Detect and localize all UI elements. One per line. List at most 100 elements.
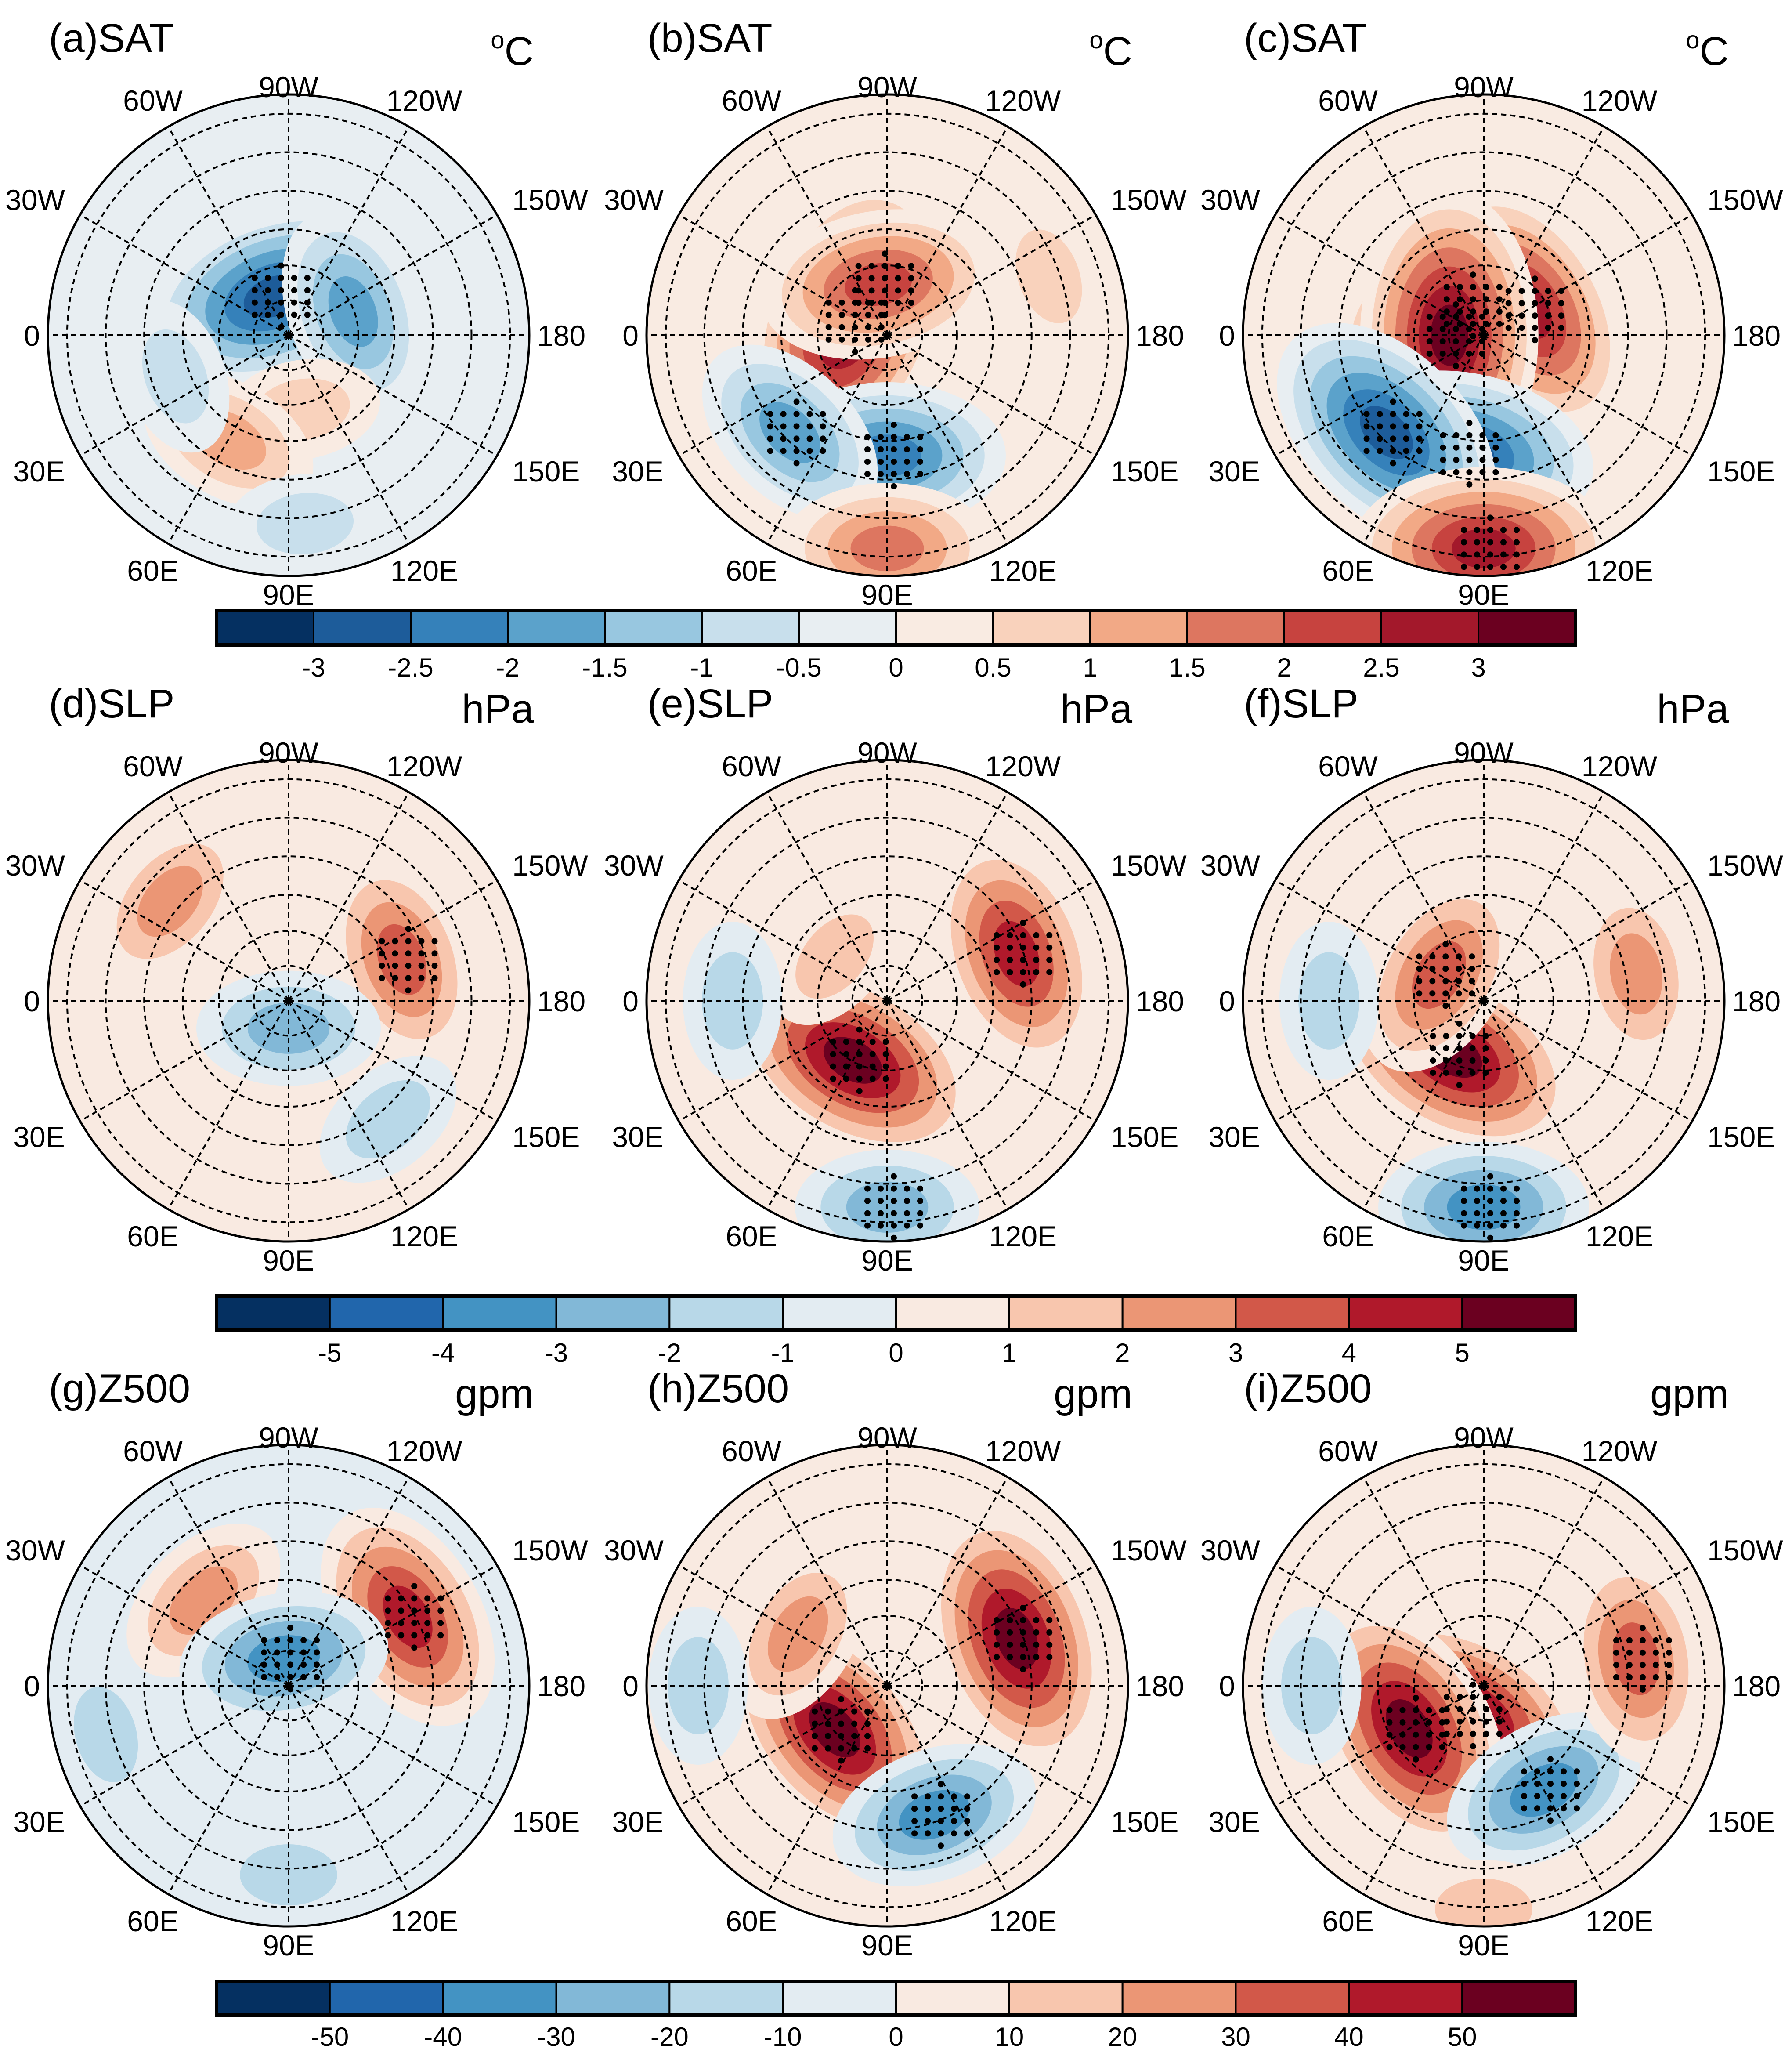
- latitude-circle-50: [143, 855, 434, 1146]
- colorbar-swatch: [668, 1980, 784, 2016]
- stipple-dot: [418, 975, 425, 981]
- stipple-dot: [1363, 435, 1370, 442]
- stipple-dot: [878, 434, 884, 440]
- longitude-label: 60E: [726, 1220, 777, 1252]
- latitude-circle-40: [105, 817, 473, 1185]
- stipple-dot: [1363, 411, 1370, 417]
- stipple-dot: [1466, 338, 1472, 344]
- stipple-dot: [264, 275, 271, 281]
- stipple-dot: [830, 1051, 836, 1057]
- meridian-line: [79, 1000, 289, 1122]
- colorbar-tick-label: 0: [889, 2022, 903, 2052]
- stipple-dot: [300, 1637, 307, 1643]
- stipple-dot: [825, 336, 832, 343]
- stipple-dot: [385, 1595, 391, 1602]
- stipple-dot: [856, 1026, 863, 1033]
- stipple-dot: [1518, 312, 1525, 319]
- stipple-dot: [1545, 300, 1551, 307]
- stipple-dot: [1487, 539, 1493, 546]
- stipple-dot: [300, 1661, 307, 1668]
- stipple-dot: [1639, 1625, 1646, 1631]
- stipple-dot: [793, 448, 800, 454]
- colorbar-tick-label: 20: [1108, 2022, 1137, 2052]
- stipple-dot: [1613, 1674, 1619, 1680]
- anomaly-contour: [377, 924, 426, 995]
- stipple-dot: [1413, 1744, 1419, 1750]
- map-panel-e: 90W 60W 120W 30W 150W 0 180 30E 150E 60E 120E 90E (e…: [604, 681, 1187, 1277]
- stipple-dot: [1426, 326, 1433, 332]
- stipple-dot: [1452, 301, 1459, 308]
- significance-stippling: [812, 1604, 1053, 1849]
- stipple-dot: [1443, 321, 1450, 327]
- longitude-label: 120W: [387, 750, 462, 782]
- stipple-dot: [1487, 564, 1493, 570]
- stipple-dot: [1377, 435, 1383, 442]
- stipple-dot: [1483, 321, 1489, 327]
- colorbar-tick-label: -3: [545, 1338, 568, 1368]
- stipple-dot: [261, 1637, 267, 1643]
- stipple-dot: [411, 1620, 418, 1626]
- stipple-dot: [780, 411, 787, 417]
- longitude-label: 120W: [1582, 750, 1658, 782]
- meridian-line: [288, 1477, 410, 1686]
- latitude-circle-80: [253, 965, 325, 1037]
- longitude-label: 60W: [1318, 1435, 1378, 1467]
- stipple-dot: [1440, 444, 1446, 451]
- stipple-dot: [1482, 1070, 1489, 1076]
- meridian-line: [766, 1685, 888, 1895]
- stipple-dot: [1474, 527, 1480, 533]
- longitude-label: 120E: [989, 1220, 1057, 1252]
- stipple-dot: [838, 1745, 845, 1752]
- stipple-dot: [1666, 1637, 1672, 1643]
- stipple-dot: [1429, 978, 1436, 985]
- stipple-dot: [1639, 1661, 1646, 1668]
- stipple-dot: [882, 1051, 889, 1057]
- longitude-label: 0: [1219, 1670, 1235, 1702]
- colorbar-swatch: [1380, 610, 1479, 646]
- colorbar-tick-label: -2: [658, 1338, 681, 1368]
- map-border: [47, 759, 531, 1243]
- stipple-dot: [806, 435, 813, 442]
- stipple-dot: [300, 1649, 307, 1656]
- stipple-dot: [904, 1198, 910, 1204]
- stipple-dot: [878, 446, 884, 452]
- latitude-circle-80: [1448, 299, 1520, 371]
- longitude-label: 30W: [604, 1534, 664, 1567]
- longitude-label: 90W: [1454, 71, 1514, 103]
- stipple-dot: [1443, 284, 1450, 290]
- stipple-dot: [1474, 1198, 1480, 1204]
- longitude-label: 90W: [857, 71, 917, 103]
- stipple-dot: [287, 1686, 294, 1693]
- stipple-dot: [994, 932, 1000, 938]
- stipple-dot: [1461, 539, 1467, 546]
- stipple-dot: [838, 1708, 845, 1715]
- longitude-label: 150W: [1707, 1534, 1783, 1567]
- stipple-dot: [838, 299, 845, 306]
- stipple-dot: [1496, 1718, 1503, 1725]
- stipple-dot: [1613, 1649, 1619, 1656]
- meridian-line: [678, 334, 888, 456]
- stipple-dot: [1461, 1222, 1467, 1229]
- longitude-label: 150W: [1111, 1534, 1187, 1567]
- stipple-dot: [1483, 296, 1489, 303]
- colorbar-swatch: [1461, 1980, 1577, 2016]
- colorbar-tick-label: 5: [1455, 1338, 1469, 1368]
- stipple-dot: [1429, 953, 1436, 960]
- stipple-dot: [1377, 411, 1383, 417]
- significance-stippling: [1363, 271, 1564, 570]
- stipple-dot: [1479, 314, 1485, 320]
- colorbar-swatch: [1283, 610, 1382, 646]
- longitude-label: 150W: [1111, 849, 1187, 882]
- stipple-dot: [830, 1039, 836, 1045]
- stipple-dot: [895, 275, 901, 282]
- stipple-dot: [891, 446, 897, 452]
- stipple-dot: [1033, 1629, 1040, 1636]
- longitude-label: 120E: [989, 1905, 1057, 1937]
- longitude-label: 90W: [259, 736, 318, 769]
- stipple-dot: [1443, 296, 1450, 303]
- latitude-circle-40: [703, 151, 1071, 519]
- stipple-dot: [1416, 435, 1423, 442]
- stipple-dot: [1020, 1629, 1026, 1636]
- stipple-dot: [261, 1661, 267, 1668]
- meridian-line: [886, 1000, 1008, 1210]
